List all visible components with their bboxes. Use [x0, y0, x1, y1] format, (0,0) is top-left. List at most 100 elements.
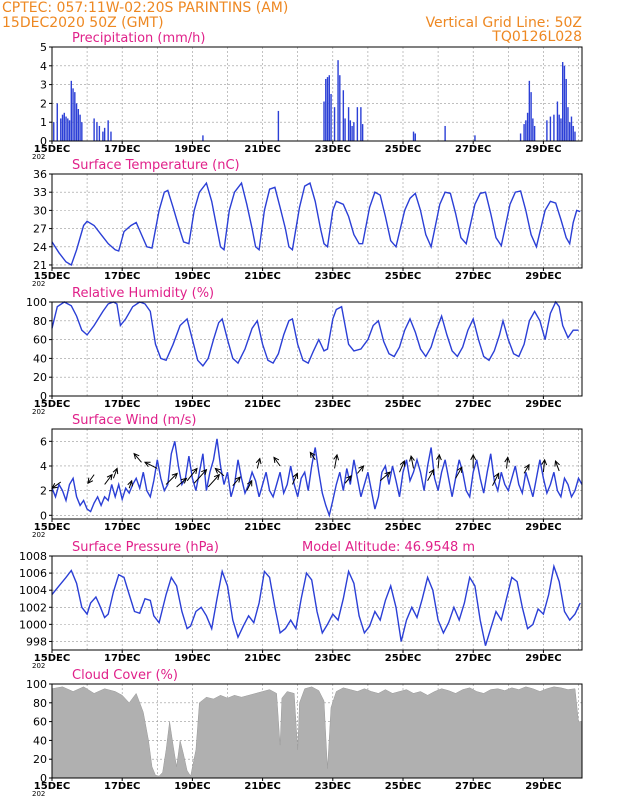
humidity-x-tick-label: 15DEC	[34, 399, 70, 410]
wind-x-tick-label: 27DEC	[455, 522, 491, 533]
wind-arrow	[333, 453, 340, 469]
wind-arrow-shaft	[410, 456, 415, 469]
cloud-y-tick-label: 20	[33, 753, 47, 766]
wind-arrow-head	[214, 467, 221, 474]
wind-arrow	[554, 460, 560, 472]
wind-arrow-head	[180, 477, 188, 484]
temperature-x-tick-label: 23DEC	[315, 271, 351, 282]
precipitation-bar	[349, 120, 352, 141]
wind-arrow-head	[127, 479, 133, 487]
cloud-area	[51, 686, 583, 779]
precipitation-bar	[102, 131, 104, 141]
pressure-panel: 998 1000 1002 1004 1006 1008 15DEC 17DEC 19DEC 21…	[19, 540, 583, 670]
wind-arrow-head	[234, 476, 241, 483]
precipitation-bar	[81, 122, 83, 141]
wind-x-tick-label: 21DEC	[244, 522, 280, 533]
precipitation-x-tick-label: 23DEC	[315, 144, 351, 155]
pressure-y-tick-label: 998	[26, 635, 47, 648]
wind-arrow-head	[333, 453, 340, 461]
precipitation-x-year-label: 202	[32, 153, 45, 161]
precipitation-bar	[96, 122, 98, 141]
precipitation-bar	[325, 78, 327, 141]
precipitation-bar	[353, 122, 355, 141]
precipitation-bar	[110, 131, 112, 141]
precipitation-bar	[93, 118, 95, 141]
precipitation-x-tick-label: 21DEC	[244, 144, 280, 155]
wind-arrow-head	[435, 453, 442, 461]
precipitation-bar	[103, 127, 106, 141]
precipitation-bar	[412, 131, 415, 141]
wind-arrow-shaft	[427, 469, 435, 482]
humidity-y-tick-label: 80	[33, 315, 47, 328]
precipitation-bar	[532, 118, 534, 141]
wind-arrow-head	[456, 466, 463, 473]
precipitation-bar	[360, 107, 362, 141]
cloud-x-tick-label: 27DEC	[455, 781, 491, 792]
temperature-x-tick-label: 27DEC	[455, 271, 491, 282]
precipitation-bar	[414, 133, 416, 141]
wind-arrow	[112, 467, 119, 479]
wind-x-tick-label: 15DEC	[34, 522, 70, 533]
wind-arrow	[143, 461, 158, 469]
precipitation-bar	[574, 131, 576, 141]
humidity-y-tick-label: 60	[33, 334, 47, 347]
wind-arrow-head	[191, 467, 198, 475]
pressure-frame	[51, 555, 583, 651]
wind-arrow-head	[309, 451, 316, 459]
wind-arrow	[344, 474, 352, 484]
wind-arrow-shaft	[193, 469, 207, 484]
precipitation-bar	[107, 120, 109, 141]
wind-arrow-head	[255, 457, 262, 465]
pressure-annotation: Model Altitude: 46.9548 m	[302, 540, 475, 555]
wind-arrow-head	[399, 460, 406, 467]
pressure-x-year-label: 202	[32, 662, 45, 670]
wind-arrow-head	[143, 461, 151, 468]
wind-arrow	[176, 477, 188, 488]
cloud-y-tick-label: 0	[40, 772, 47, 785]
wind-y-tick-label: 4	[40, 460, 47, 473]
precipitation-bar	[333, 107, 336, 141]
wind-x-tick-label: 17DEC	[104, 522, 140, 533]
wind-arrow	[504, 456, 511, 469]
precipitation-bar	[558, 114, 560, 141]
wind-arrow-shaft	[215, 468, 225, 477]
wind-arrow	[399, 460, 406, 473]
pressure-y-tick-label: 1004	[19, 584, 47, 597]
wind-arrow-shaft	[506, 457, 509, 469]
precipitation-x-tick-label: 29DEC	[525, 144, 561, 155]
wind-panel: 0 2 4 6 15DEC 17DEC 19DEC 21DEC 23DEC 25DEC 27DEC 2…	[32, 413, 583, 539]
cloud-y-tick-label: 60	[33, 716, 47, 729]
cloud-x-tick-label: 29DEC	[525, 781, 561, 792]
pressure-x-tick-label: 29DEC	[525, 653, 561, 664]
precipitation-bar	[67, 118, 69, 141]
humidity-frame	[51, 301, 583, 397]
precipitation-bar	[569, 122, 571, 141]
precipitation-bar	[570, 116, 573, 141]
precipitation-bar	[72, 88, 74, 141]
precipitation-bar	[556, 101, 559, 141]
humidity-x-tick-label: 21DEC	[244, 399, 280, 410]
wind-x-tick-label: 29DEC	[525, 522, 561, 533]
humidity-panel: 0 20 40 60 80 100 15DEC 17DEC 19DEC 21DEC 23DEC 25D…	[26, 286, 583, 416]
precipitation-bar	[56, 103, 58, 141]
wind-arrow-shaft	[291, 473, 298, 485]
pressure-y-tick-label: 1000	[19, 618, 47, 631]
wind-arrow-shaft	[144, 461, 158, 469]
wind-arrow-shaft	[186, 468, 198, 482]
temperature-x-tick-label: 25DEC	[385, 271, 421, 282]
precipitation-bar	[351, 125, 353, 141]
precipitation-bar	[356, 107, 359, 141]
wind-arrow-head	[358, 465, 365, 472]
wind-x-year-label: 202	[32, 531, 45, 539]
precipitation-y-tick-label: 2	[40, 97, 47, 110]
precipitation-bar	[560, 118, 562, 141]
cloud-title: Cloud Cover (%)	[72, 668, 178, 683]
wind-arrow	[523, 463, 530, 474]
wind-arrow-head	[493, 472, 500, 479]
wind-arrow	[127, 479, 133, 489]
cloud-x-tick-label: 23DEC	[315, 781, 351, 792]
precipitation-bar	[526, 112, 529, 141]
cloud-x-tick-label: 17DEC	[104, 781, 140, 792]
